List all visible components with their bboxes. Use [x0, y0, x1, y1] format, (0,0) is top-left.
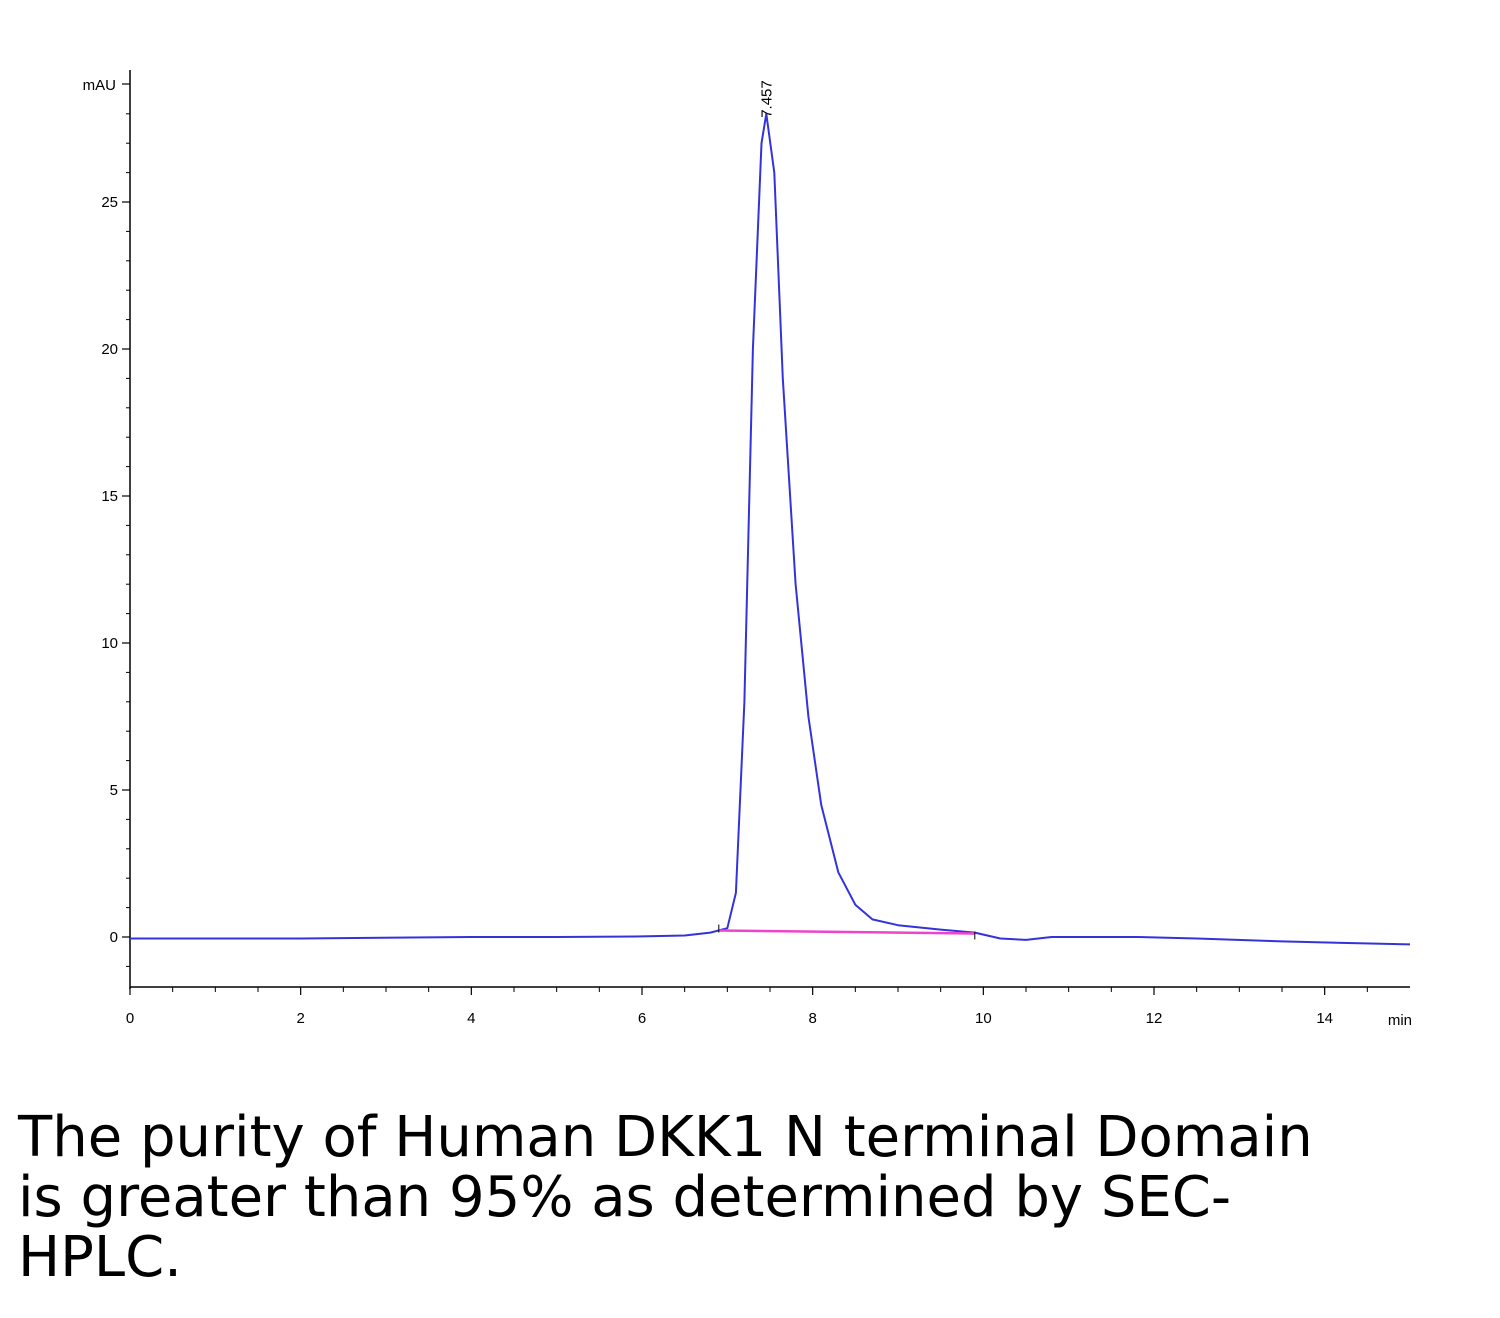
- x-tick-label: 2: [296, 1010, 304, 1027]
- tick-marks: [122, 83, 1368, 995]
- y-tick-label: 10: [101, 635, 118, 652]
- chromatogram-trace: [130, 112, 1411, 946]
- x-tick-label: 14: [1316, 1010, 1333, 1027]
- hplc-chromatogram: 0 5 10 15 20 25 mAU 0 2 4 6 8 10 12 14 min 7.457: [83, 70, 1412, 1029]
- y-tick-label: 20: [101, 341, 118, 358]
- purity-caption: The purity of Human DKK1 N terminal Doma…: [18, 1105, 1313, 1290]
- y-tick-label: 25: [101, 194, 118, 211]
- annotations: 7.457: [758, 80, 775, 118]
- y-tick-label: 5: [110, 782, 118, 799]
- x-tick-label: 6: [638, 1010, 646, 1027]
- x-tick-label: 4: [467, 1010, 475, 1027]
- x-tick-label: 8: [808, 1010, 816, 1027]
- tick-labels: 0 5 10 15 20 25 mAU 0 2 4 6 8 10 12 14 min: [83, 77, 1412, 1029]
- x-tick-label: 12: [1146, 1010, 1163, 1027]
- series-group: [130, 112, 1411, 946]
- y-tick-label: 15: [101, 488, 118, 505]
- x-axis-label: min: [1388, 1012, 1412, 1029]
- peak-retention-label: 7.457: [758, 80, 775, 118]
- y-tick-label: 0: [110, 929, 118, 946]
- x-tick-label: 10: [975, 1010, 992, 1027]
- axes: [129, 70, 1410, 989]
- baseline-integration-line: [718, 929, 975, 935]
- x-tick-label: 0: [126, 1010, 134, 1027]
- y-axis-label: mAU: [83, 77, 116, 94]
